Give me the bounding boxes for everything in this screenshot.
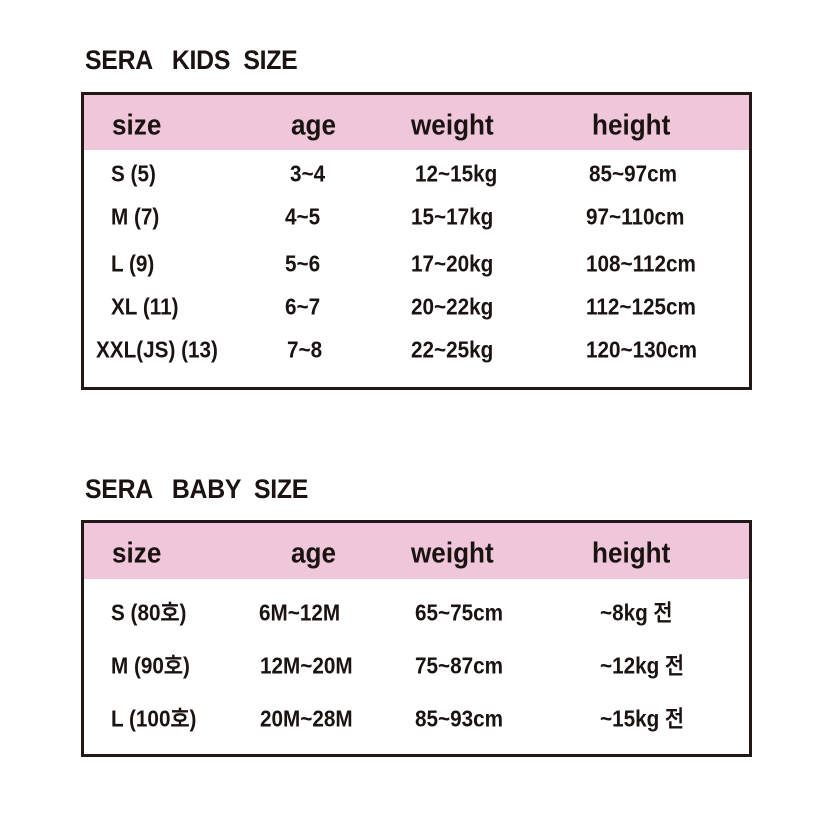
baby-size-table: size age weight height S (80호) 6M~12M 65… [81, 520, 752, 757]
column-header-height: height [592, 537, 671, 570]
table-header [84, 523, 749, 579]
kids-size-table: size age weight height S (5) 3~4 12~15kg… [81, 92, 752, 390]
kids-size-title: SERA KIDS SIZE [85, 45, 298, 75]
table-cell: 5~6 [285, 250, 321, 277]
baby-size-title: SERA BABY SIZE [85, 474, 309, 504]
table-cell: S (5) [111, 160, 156, 187]
table-cell: 4~5 [285, 203, 321, 230]
table-cell: 65~75cm [415, 599, 504, 626]
column-header-weight: weight [411, 537, 494, 570]
table-header [84, 95, 749, 150]
table-cell: 17~20kg [411, 250, 494, 277]
table-cell: 12M~20M [260, 652, 353, 679]
table-cell: 108~112cm [586, 250, 696, 277]
table-cell: 75~87cm [415, 652, 504, 679]
table-cell: 22~25kg [411, 336, 494, 363]
table-cell: 85~93cm [415, 705, 504, 732]
table-cell: S (80호) [111, 599, 187, 626]
table-cell: 120~130cm [586, 336, 698, 363]
table-cell: 20~22kg [411, 293, 494, 320]
table-cell: 85~97cm [589, 160, 678, 187]
table-cell: ~15kg 전 [600, 705, 685, 732]
table-cell: ~8kg 전 [600, 599, 673, 626]
table-cell: M (90호) [111, 652, 190, 679]
table-cell: L (9) [111, 250, 155, 277]
table-cell: 97~110cm [586, 203, 685, 230]
table-cell: L (100호) [111, 705, 197, 732]
column-header-size: size [112, 537, 162, 570]
table-cell: 12~15kg [415, 160, 498, 187]
table-cell: 6M~12M [259, 599, 341, 626]
table-cell: 20M~28M [260, 705, 353, 732]
column-header-size: size [112, 109, 162, 142]
table-cell: ~12kg 전 [600, 652, 685, 679]
column-header-age: age [291, 537, 336, 570]
table-cell: 6~7 [285, 293, 321, 320]
table-cell: M (7) [111, 203, 160, 230]
table-cell: XXL(JS) (13) [96, 336, 218, 363]
table-cell: 15~17kg [411, 203, 494, 230]
column-header-weight: weight [411, 109, 494, 142]
column-header-height: height [592, 109, 671, 142]
table-cell: 7~8 [287, 336, 323, 363]
column-header-age: age [291, 109, 336, 142]
table-cell: 3~4 [290, 160, 326, 187]
table-cell: XL (11) [111, 293, 179, 320]
table-cell: 112~125cm [586, 293, 696, 320]
